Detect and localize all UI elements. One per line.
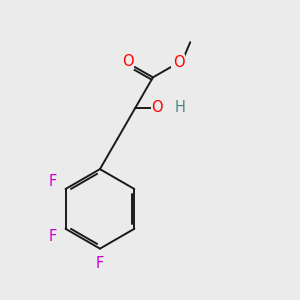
Text: H: H — [175, 100, 186, 116]
Text: F: F — [49, 174, 57, 189]
Text: O: O — [172, 55, 184, 70]
Text: O: O — [122, 54, 133, 69]
Text: F: F — [96, 256, 104, 271]
Text: F: F — [49, 229, 57, 244]
Text: O: O — [152, 100, 163, 116]
